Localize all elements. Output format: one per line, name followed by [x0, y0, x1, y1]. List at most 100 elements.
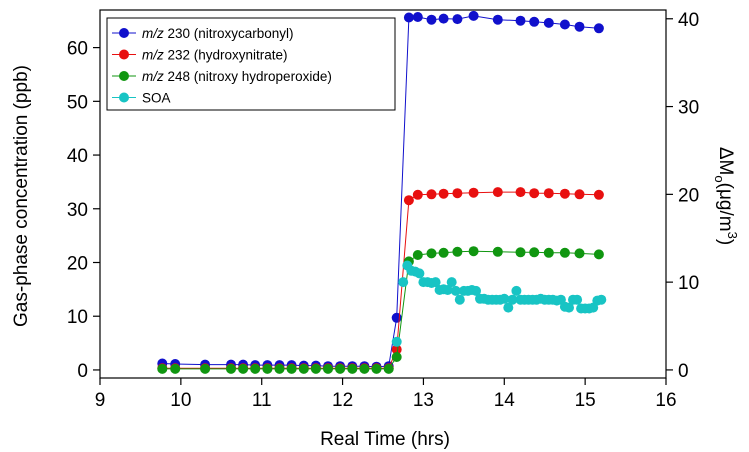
data-point-mz232: [412, 189, 423, 200]
data-point-mz248: [515, 247, 526, 258]
data-point-soa: [572, 294, 583, 305]
legend-swatch-marker: [119, 28, 129, 38]
x-tick-label: 12: [332, 390, 353, 411]
legend-item-mz248: m/z 248 (nitroxy hydroperoxide): [112, 69, 332, 84]
data-point-mz232: [559, 188, 570, 199]
y-tick-label: 40: [67, 146, 88, 167]
data-point-mz232: [574, 189, 585, 200]
data-point-mz232: [438, 188, 449, 199]
data-point-mz248: [412, 250, 423, 260]
y2-tick-label: 30: [678, 98, 699, 119]
legend-item-soa: SOA: [112, 91, 171, 106]
x-tick-label: 11: [252, 390, 272, 411]
data-point-mz248: [426, 248, 437, 259]
y2-tick-label: 10: [678, 273, 699, 294]
legend-items: m/z 230 (nitroxycarbonyl) m/z 232 (hydrox…: [112, 26, 332, 106]
data-point-mz248: [226, 363, 236, 374]
data-point-mz230: [529, 16, 540, 27]
data-point-mz232: [543, 188, 554, 199]
y-ticks: 0 10 20 30 40 50 60: [67, 39, 100, 382]
data-point-mz248: [359, 363, 370, 374]
x-tick-label: 10: [170, 390, 191, 411]
legend: m/z 230 (nitroxycarbonyl) m/z 232 (hydrox…: [106, 17, 396, 111]
data-point-soa: [446, 277, 457, 288]
x-tick-label: 14: [494, 390, 516, 411]
series-soa: [391, 260, 607, 347]
y2-label-units: (μg/m: [715, 183, 736, 232]
x-axis-label: Real Time (hrs): [320, 429, 450, 450]
data-point-soa: [398, 277, 409, 288]
data-point-mz230: [412, 12, 423, 22]
data-point-soa: [564, 302, 574, 313]
data-point-soa: [596, 294, 607, 305]
series-mz232: [157, 187, 604, 374]
y2-tick-label: 0: [678, 361, 689, 382]
data-point-soa: [503, 302, 514, 313]
data-point-mz248: [170, 363, 181, 374]
data-point-soa: [414, 268, 425, 279]
data-point-soa: [471, 285, 481, 296]
x-ticks: 9 10 11 12 13 14 15 16: [95, 378, 677, 411]
series-line-mz248: [162, 250, 599, 370]
data-point-mz230: [452, 14, 463, 25]
data-point-mz230: [574, 21, 585, 32]
data-point-mz248: [559, 247, 570, 258]
data-point-mz248: [574, 248, 585, 259]
data-point-mz248: [286, 363, 297, 374]
y-tick-label: 20: [67, 253, 88, 274]
data-point-soa: [450, 285, 461, 296]
legend-label-italic: m/z: [142, 69, 164, 84]
series-mz248: [157, 246, 604, 374]
series-layer: [157, 10, 607, 374]
y-tick-label: 10: [67, 307, 88, 328]
x-tick-label: 16: [655, 390, 676, 411]
y-tick-label: 50: [67, 92, 88, 113]
data-point-mz230: [543, 17, 554, 28]
data-point-soa: [507, 294, 518, 305]
data-point-mz248: [157, 363, 168, 374]
data-point-mz230: [426, 14, 437, 25]
legend-label: m/z 232 (hydroxynitrate): [142, 48, 288, 63]
data-point-mz248: [310, 363, 321, 374]
data-point-mz248: [323, 363, 333, 374]
data-point-mz230: [515, 15, 526, 26]
data-point-mz232: [391, 344, 402, 355]
data-point-mz248: [274, 363, 285, 374]
data-point-soa: [391, 336, 402, 347]
x-tick-label: 15: [575, 390, 596, 411]
data-point-mz248: [238, 363, 249, 374]
y2-tick-label: 40: [678, 10, 699, 31]
data-point-mz248: [391, 352, 402, 362]
data-point-mz232: [426, 189, 437, 200]
series-line-mz232: [162, 191, 599, 369]
legend-label-text: SOA: [142, 91, 171, 106]
data-point-mz230: [403, 12, 414, 23]
data-point-mz230: [559, 19, 570, 30]
data-point-mz248: [262, 363, 273, 374]
legend-label-italic: m/z: [142, 26, 164, 41]
x-tick-label: 13: [413, 390, 434, 411]
data-point-mz248: [371, 363, 382, 374]
legend-swatch-marker: [119, 49, 129, 60]
data-point-mz248: [529, 247, 540, 258]
y2-label-sup: 3: [725, 232, 740, 239]
data-point-mz230: [391, 312, 402, 323]
data-point-mz248: [492, 246, 503, 257]
data-point-mz248: [250, 363, 261, 374]
data-point-mz232: [403, 195, 414, 206]
y2-label-sub: o: [712, 175, 727, 182]
legend-item-mz230: m/z 230 (nitroxycarbonyl): [112, 26, 294, 41]
data-point-mz248: [298, 363, 309, 374]
x-tick-label: 9: [95, 390, 106, 411]
data-point-mz230: [438, 13, 449, 24]
data-point-soa: [442, 285, 453, 295]
data-point-mz248: [438, 247, 449, 258]
data-point-mz230: [468, 10, 479, 21]
data-point-mz230: [492, 14, 503, 25]
data-point-mz248: [335, 363, 346, 374]
legend-label: m/z 230 (nitroxycarbonyl): [142, 26, 294, 41]
data-point-mz248: [543, 247, 554, 258]
data-point-mz232: [529, 188, 540, 199]
legend-label: SOA: [142, 91, 171, 106]
y-tick-label: 30: [67, 200, 88, 221]
